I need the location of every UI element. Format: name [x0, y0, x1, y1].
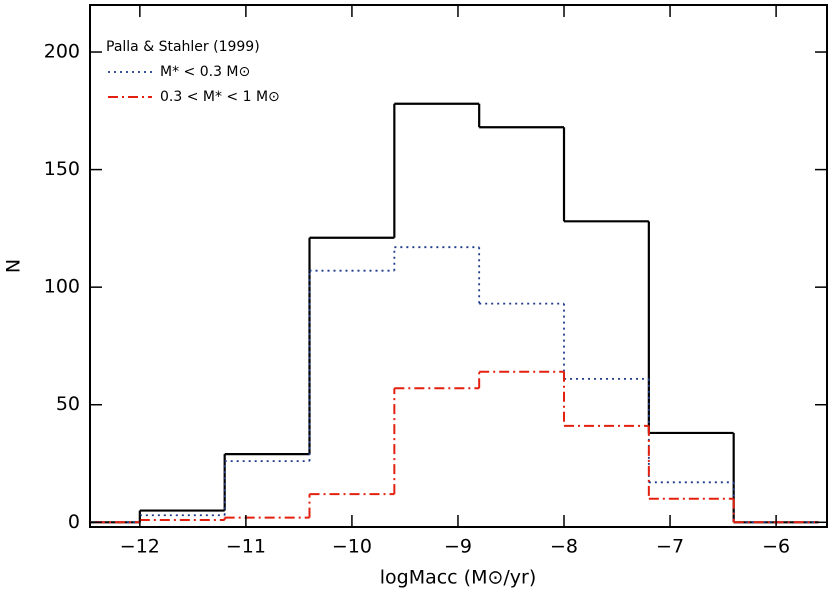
x-tick-label: −6: [762, 536, 790, 558]
x-tick-label: −12: [120, 536, 160, 558]
y-tick-label: 150: [44, 158, 80, 180]
x-axis-label: logMacc (M⊙/yr): [380, 567, 537, 589]
y-tick-label: 0: [68, 511, 80, 533]
x-tick-label: −9: [444, 536, 472, 558]
legend-title: Palla & Stahler (1999): [106, 39, 260, 55]
x-tick-label: −8: [550, 536, 578, 558]
y-tick-label: 50: [56, 393, 80, 415]
y-tick-label: 200: [44, 41, 80, 63]
x-tick-label: −11: [226, 536, 266, 558]
plot-frame: [89, 4, 828, 528]
plot-area: [90, 102, 819, 524]
y-axis-label: N: [3, 259, 25, 273]
legend-label: 0.3 < M* < 1 M⊙: [160, 89, 280, 105]
x-tick-label: −7: [656, 536, 684, 558]
y-tick-label: 100: [44, 276, 80, 298]
legend-label: M* < 0.3 M⊙: [160, 64, 250, 80]
x-tick-label: −10: [332, 536, 372, 558]
